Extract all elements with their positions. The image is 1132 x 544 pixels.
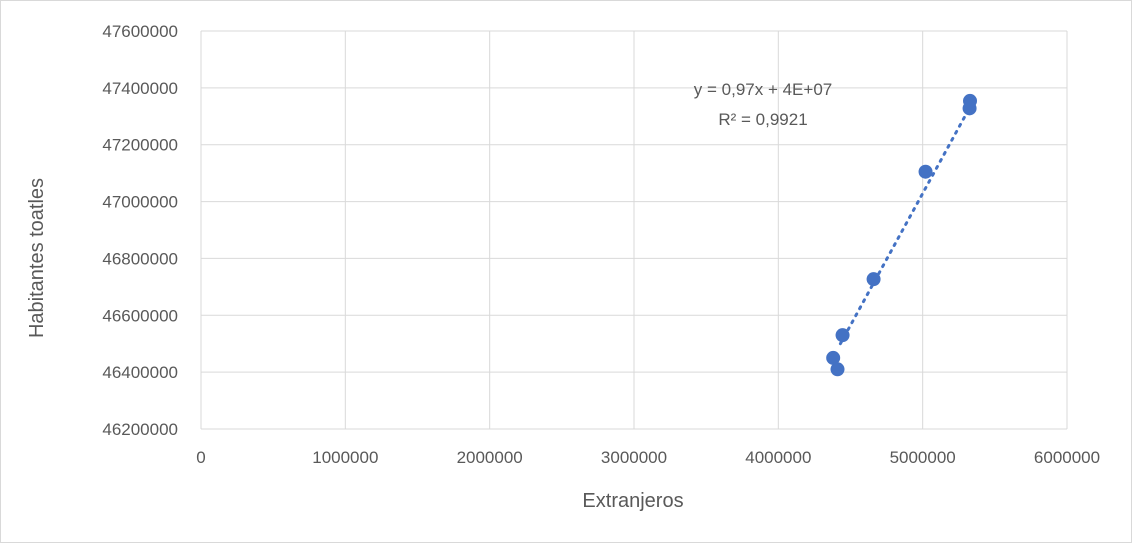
data-points: [826, 93, 978, 377]
x-tick-label: 4000000: [745, 448, 811, 467]
x-tick-labels: 0 1000000 2000000 3000000 4000000 5000000 6000…: [196, 448, 1100, 467]
data-point: [918, 164, 933, 179]
data-point: [866, 272, 881, 287]
data-point: [830, 362, 845, 377]
x-tick-label: 0: [196, 448, 205, 467]
y-tick-label: 47400000: [102, 79, 178, 98]
gridlines: [200, 30, 1068, 430]
trendline: [838, 106, 972, 346]
x-tick-label: 2000000: [457, 448, 523, 467]
y-tick-label: 46600000: [102, 306, 178, 325]
data-point: [826, 350, 841, 365]
y-tick-label: 46800000: [102, 249, 178, 268]
y-tick-label: 47200000: [102, 136, 178, 155]
trendline-equation: y = 0,97x + 4E+07: [694, 80, 832, 99]
x-tick-label: 5000000: [890, 448, 956, 467]
y-tick-label: 46400000: [102, 363, 178, 382]
y-axis-title: Habitantes toatles: [26, 178, 48, 338]
y-tick-label: 47000000: [102, 193, 178, 212]
r-squared-label: R² = 0,9921: [718, 110, 807, 129]
y-tick-label: 46200000: [102, 420, 178, 439]
data-point: [963, 93, 978, 108]
x-tick-label: 6000000: [1034, 448, 1100, 467]
x-tick-label: 1000000: [312, 448, 378, 467]
y-tick-labels: 46200000 46400000 46600000 46800000 47000000…: [102, 22, 178, 439]
y-tick-label: 47600000: [102, 22, 178, 41]
data-point: [835, 328, 850, 343]
x-tick-label: 3000000: [601, 448, 667, 467]
x-axis-title: Extranjeros: [582, 490, 683, 512]
trendline-group: [838, 106, 972, 346]
